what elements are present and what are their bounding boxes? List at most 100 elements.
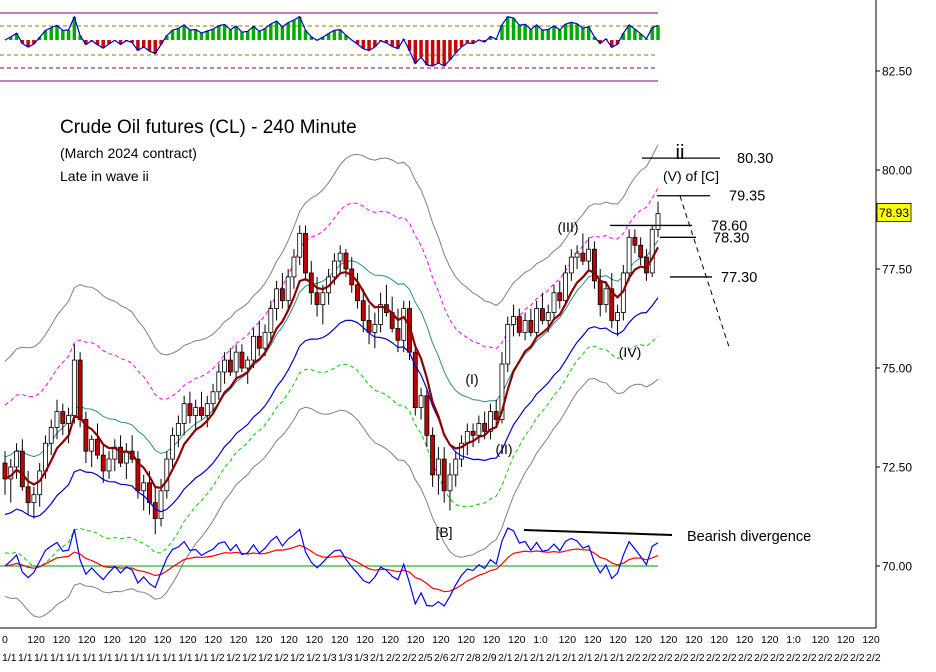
candle-body <box>592 248 597 282</box>
time-tick-label-top: 1:0 <box>533 634 548 646</box>
candle <box>580 233 586 266</box>
candle <box>459 435 464 467</box>
candle <box>279 272 285 309</box>
candle-body <box>77 359 83 420</box>
time-tick-label-bottom: 2/2 <box>658 652 673 664</box>
candle-body <box>366 320 372 333</box>
blue-moving-average <box>4 297 659 518</box>
price-tick-label: 72.50 <box>882 461 912 475</box>
candle-body <box>2 462 8 480</box>
candle <box>447 463 453 511</box>
candle-body <box>106 458 112 472</box>
candle <box>476 415 482 444</box>
histogram-panel <box>0 12 660 82</box>
candle <box>216 364 222 400</box>
candle <box>522 312 528 341</box>
candle-body <box>545 312 551 321</box>
candle-body <box>528 320 534 333</box>
candle-body <box>285 276 291 302</box>
candle <box>175 415 181 448</box>
candle <box>268 300 274 341</box>
candle-body <box>355 284 360 302</box>
time-tick-label-bottom: 2/1 <box>498 652 513 664</box>
price-tick-label: 80.00 <box>882 164 912 178</box>
time-tick-label-top: 120 <box>837 634 855 646</box>
time-tick-label-bottom: 2/8 <box>466 652 481 664</box>
time-tick-label-bottom: 2/2 <box>626 652 641 664</box>
candle <box>487 403 493 440</box>
candle-body <box>418 395 424 409</box>
time-tick-label-bottom: 1/3 <box>354 652 369 664</box>
candle <box>222 352 228 384</box>
candle-body <box>534 308 540 333</box>
candle <box>638 237 644 266</box>
candle <box>77 352 83 428</box>
candle-body <box>164 458 170 492</box>
candle-body <box>378 304 384 325</box>
candle <box>66 407 71 444</box>
time-tick-label-bottom: 1/2 <box>290 652 305 664</box>
candle <box>649 225 655 277</box>
candle <box>355 272 360 309</box>
candle <box>19 439 25 491</box>
candle <box>412 344 418 416</box>
candle <box>314 276 320 317</box>
candle-body <box>638 244 644 258</box>
time-tick-label-top: 120 <box>129 634 147 646</box>
divergence-label: Bearish divergence <box>687 529 811 545</box>
price-tick-label: 77.50 <box>882 263 912 277</box>
time-tick-label-top: 120 <box>685 634 703 646</box>
chart-title: Crude Oil futures (CL) - 240 Minute <box>60 117 357 138</box>
time-tick-label-bottom: 1/1 <box>194 652 209 664</box>
oscillator-panel <box>0 527 673 607</box>
time-tick-label-bottom: 1/2 <box>306 652 321 664</box>
time-tick-label-top: 120 <box>356 634 374 646</box>
wave-label: [B] <box>435 524 452 540</box>
candle-body <box>320 292 326 306</box>
time-tick-label-bottom: 1/1 <box>98 652 113 664</box>
candle-body <box>580 252 586 262</box>
candle-body <box>499 363 505 420</box>
chart-note: Late in wave ii <box>60 168 149 184</box>
time-axis-ticks-bottom: 1/1 1/1 1/1 1/1 1/1 1/1 1/1 1/1 1/1 1/1 1/1 1/1 1/1 1… <box>2 652 881 664</box>
candle <box>291 249 297 289</box>
candle-body <box>441 458 447 492</box>
green-lower-band <box>4 335 659 568</box>
candle <box>626 229 632 281</box>
time-tick-label-top: 120 <box>407 634 425 646</box>
time-tick-label-top: 120 <box>230 634 248 646</box>
candle-body <box>516 316 522 333</box>
candle-body <box>540 308 545 321</box>
price-tick-label: 82.50 <box>882 65 912 79</box>
time-tick-label-bottom: 2/1 <box>530 652 545 664</box>
wave-labels: (I) (II) (III) (IV) (V) of [C] [B] ii <box>435 142 719 540</box>
candle <box>401 300 407 353</box>
candle-body <box>60 411 66 424</box>
level-label: 78.60 <box>711 218 747 234</box>
wave-label: (V) of [C] <box>663 168 719 184</box>
time-tick-label-bottom: 2/7 <box>450 652 465 664</box>
candle-body <box>233 351 239 373</box>
candle-body <box>424 395 430 436</box>
wave-label: (II) <box>495 441 512 457</box>
candle <box>435 447 441 495</box>
candle <box>551 284 557 321</box>
time-tick-label-bottom: 1/2 <box>242 652 257 664</box>
candle-body <box>603 288 609 306</box>
candle-body <box>487 411 493 432</box>
time-tick-label-bottom: 2/1 <box>594 652 609 664</box>
candle-body <box>158 490 164 519</box>
candle-body <box>204 403 210 416</box>
time-tick-label-bottom: 2/2 <box>802 652 817 664</box>
candle <box>31 486 37 519</box>
time-tick-label-bottom: 2/2 <box>722 652 737 664</box>
candle <box>615 304 620 337</box>
time-tick-label-bottom: 2/1 <box>578 652 593 664</box>
candle <box>141 474 147 511</box>
teal-upper-band <box>4 240 659 458</box>
candle-body <box>372 324 378 333</box>
candle <box>297 225 303 266</box>
candle <box>193 399 199 432</box>
candle <box>563 265 568 305</box>
time-tick-label-top: 120 <box>53 634 71 646</box>
